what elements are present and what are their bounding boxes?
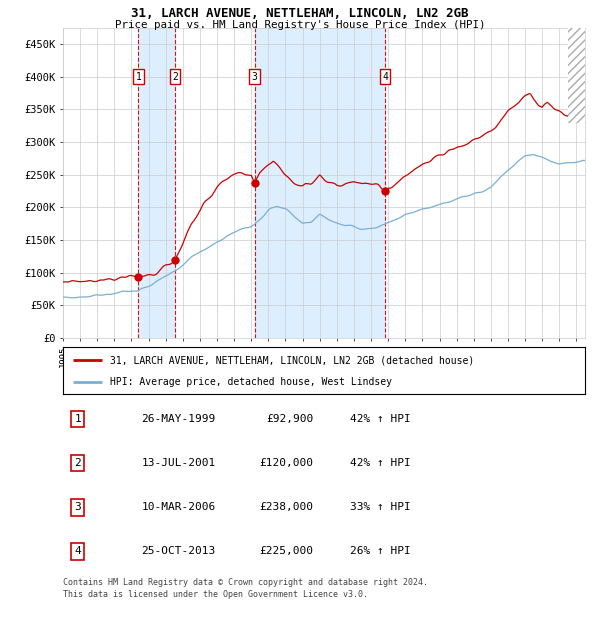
Bar — [139, 28, 175, 338]
Text: HPI: Average price, detached house, West Lindsey: HPI: Average price, detached house, West… — [110, 377, 392, 387]
Text: £120,000: £120,000 — [260, 458, 314, 468]
Text: 31, LARCH AVENUE, NETTLEHAM, LINCOLN, LN2 2GB: 31, LARCH AVENUE, NETTLEHAM, LINCOLN, LN… — [131, 7, 469, 20]
Text: 4: 4 — [74, 546, 81, 556]
FancyBboxPatch shape — [568, 28, 590, 123]
Text: Price paid vs. HM Land Registry's House Price Index (HPI): Price paid vs. HM Land Registry's House … — [115, 20, 485, 30]
Text: 26% ↑ HPI: 26% ↑ HPI — [350, 546, 411, 556]
Text: 4: 4 — [382, 72, 388, 82]
Text: 42% ↑ HPI: 42% ↑ HPI — [350, 458, 411, 468]
Text: £225,000: £225,000 — [260, 546, 314, 556]
Text: 1: 1 — [136, 72, 141, 82]
Text: 1: 1 — [74, 414, 81, 424]
Text: 33% ↑ HPI: 33% ↑ HPI — [350, 502, 411, 512]
Text: 2: 2 — [74, 458, 81, 468]
Text: Contains HM Land Registry data © Crown copyright and database right 2024.: Contains HM Land Registry data © Crown c… — [63, 578, 428, 587]
Text: 42% ↑ HPI: 42% ↑ HPI — [350, 414, 411, 424]
Text: 3: 3 — [74, 502, 81, 512]
Text: 25-OCT-2013: 25-OCT-2013 — [142, 546, 215, 556]
Text: 3: 3 — [251, 72, 257, 82]
Text: £92,900: £92,900 — [266, 414, 314, 424]
Text: 2: 2 — [172, 72, 178, 82]
Text: 26-MAY-1999: 26-MAY-1999 — [142, 414, 215, 424]
Text: This data is licensed under the Open Government Licence v3.0.: This data is licensed under the Open Gov… — [63, 590, 368, 600]
Text: 31, LARCH AVENUE, NETTLEHAM, LINCOLN, LN2 2GB (detached house): 31, LARCH AVENUE, NETTLEHAM, LINCOLN, LN… — [110, 355, 474, 365]
Text: 10-MAR-2006: 10-MAR-2006 — [142, 502, 215, 512]
Text: 13-JUL-2001: 13-JUL-2001 — [142, 458, 215, 468]
Text: £238,000: £238,000 — [260, 502, 314, 512]
Bar — [254, 28, 385, 338]
